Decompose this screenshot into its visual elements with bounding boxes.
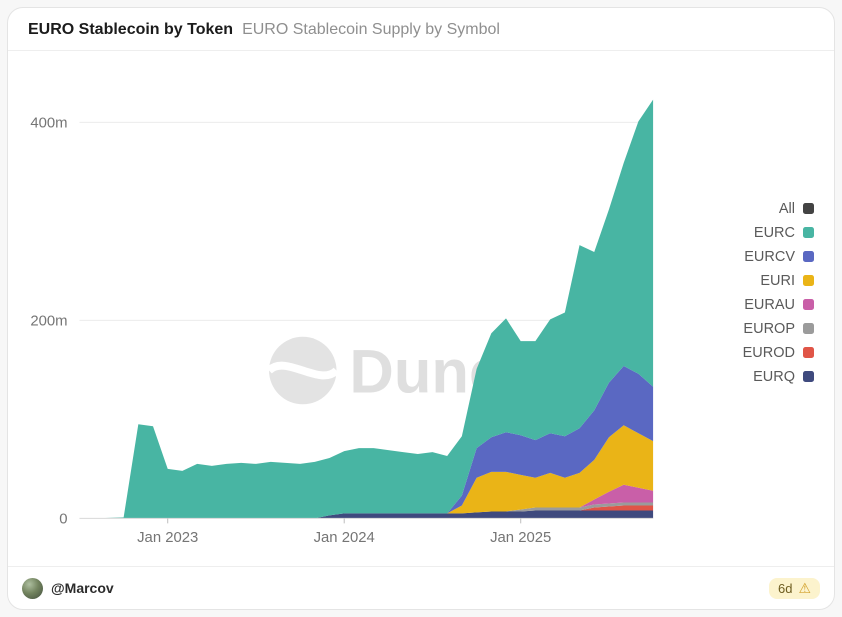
y-axis-tick-label: 400m xyxy=(30,115,67,131)
chart-title[interactable]: EURO Stablecoin by Token xyxy=(28,21,234,38)
legend-swatch xyxy=(803,371,814,382)
legend-swatch xyxy=(803,251,814,262)
legend-label: All xyxy=(778,200,795,217)
x-axis-tick-label: Jan 2024 xyxy=(314,530,375,546)
author-name[interactable]: @Marcov xyxy=(51,580,114,596)
legend-swatch xyxy=(803,227,814,238)
legend-item-europ[interactable]: EUROP xyxy=(743,321,814,337)
legend-item-eurq[interactable]: EURQ xyxy=(743,369,814,385)
legend-item-euri[interactable]: EURI xyxy=(743,273,814,289)
author-link[interactable]: @Marcov xyxy=(22,577,114,599)
warning-icon: ⚠ xyxy=(798,580,811,596)
legend-swatch xyxy=(803,299,814,310)
legend-label: EUROP xyxy=(743,320,795,337)
area-series-euri xyxy=(79,425,654,519)
y-axis-tick-label: 0 xyxy=(59,511,67,527)
area-series-eurc xyxy=(79,99,654,519)
chart-footer: @Marcov 6d ⚠ xyxy=(8,566,834,609)
y-axis-tick-label: 200m xyxy=(30,313,67,329)
avatar[interactable] xyxy=(22,577,43,599)
legend-item-eurod[interactable]: EUROD xyxy=(743,345,814,361)
legend-swatch xyxy=(803,347,814,358)
legend-item-all[interactable]: All xyxy=(743,201,814,217)
chart-subtitle: EURO Stablecoin Supply by Symbol xyxy=(242,21,500,38)
x-axis-tick-label: Jan 2025 xyxy=(490,530,551,546)
data-freshness-badge[interactable]: 6d ⚠ xyxy=(768,577,820,599)
legend-label: EURQ xyxy=(753,368,795,385)
chart-header: EURO Stablecoin by Token EURO Stablecoin … xyxy=(8,8,834,51)
legend-swatch xyxy=(803,323,814,334)
legend-label: EURAU xyxy=(744,296,795,313)
watermark-logo-swoosh xyxy=(266,361,340,380)
legend-item-eurc[interactable]: EURC xyxy=(743,225,814,241)
legend-swatch xyxy=(803,203,814,214)
area-series-europ xyxy=(79,502,654,519)
legend-label: EURC xyxy=(753,224,795,241)
chart-widget-card: EURO Stablecoin by Token EURO Stablecoin … xyxy=(7,7,835,610)
chart-body: 0 200m 400m Dune Jan 2023 Jan 2024 Jan 2025 Al… xyxy=(8,51,834,566)
legend-label: EURI xyxy=(760,272,795,289)
legend-label: EUROD xyxy=(742,344,795,361)
area-series-eurq xyxy=(79,510,654,519)
legend-label: EURCV xyxy=(744,248,795,265)
legend-item-eurau[interactable]: EURAU xyxy=(743,297,814,313)
x-axis-tick-label: Jan 2023 xyxy=(137,530,198,546)
age-label: 6d xyxy=(777,580,793,596)
area-series-eurcv xyxy=(79,365,654,519)
legend-swatch xyxy=(803,275,814,286)
legend-item-eurcv[interactable]: EURCV xyxy=(743,249,814,265)
chart-legend: All EURC EURCV EURI EURAU EUROP EUROD EURQ xyxy=(743,55,834,566)
